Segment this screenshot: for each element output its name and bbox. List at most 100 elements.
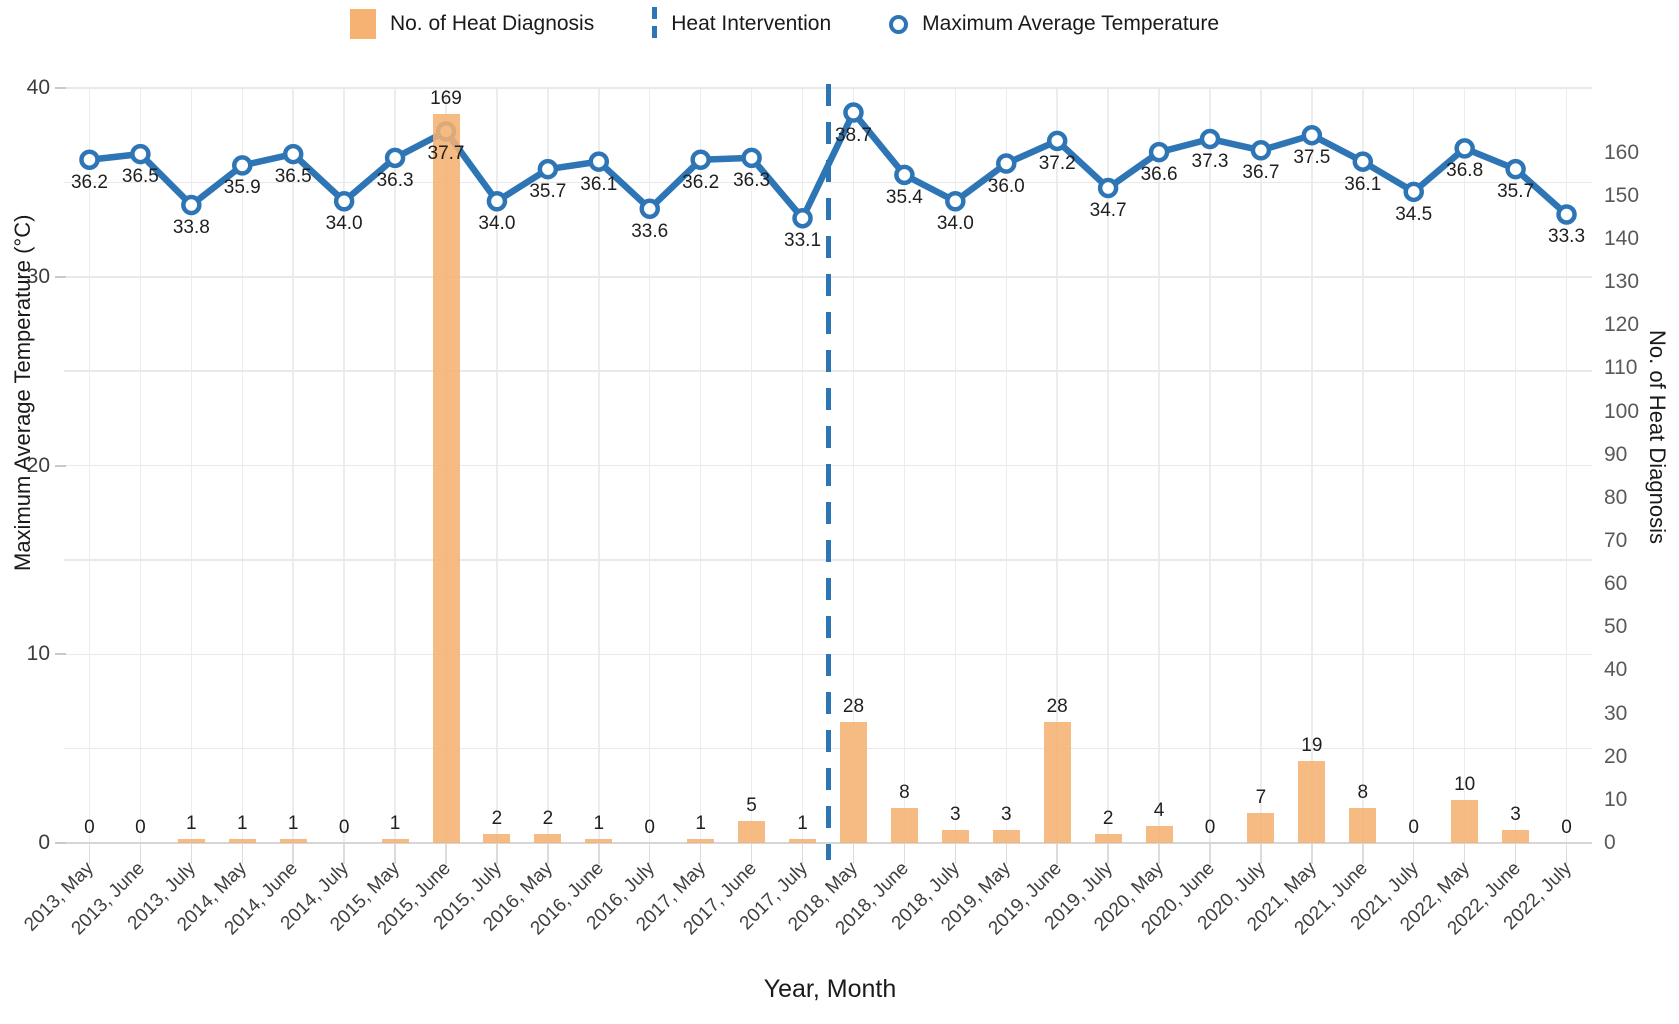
x-tick-mark — [1107, 843, 1109, 864]
x-tick-mark — [699, 843, 702, 864]
left-axis-tick-label: 0 — [38, 831, 50, 854]
right-axis-tick-label: 160 — [1604, 140, 1640, 164]
temperature-marker — [79, 149, 100, 170]
left-axis-tick-label: 10 — [26, 642, 50, 666]
x-tick-mark — [750, 843, 753, 864]
temperature-value-label: 33.6 — [631, 220, 669, 242]
diagnosis-value-label: 8 — [1357, 782, 1369, 804]
temperature-value-label: 35.9 — [223, 177, 261, 199]
diagnosis-value-label: 0 — [84, 817, 95, 838]
heat-intervention-line — [825, 84, 831, 860]
right-axis-tick-label: 140 — [1604, 227, 1640, 250]
x-tick-mark — [1514, 843, 1517, 864]
temperature-value-label: 37.3 — [1191, 150, 1229, 172]
right-axis-tick-label: 150 — [1604, 183, 1640, 207]
right-axis-tick-label: 40 — [1604, 658, 1628, 682]
temperature-marker — [130, 143, 151, 165]
temperature-marker — [1556, 204, 1577, 225]
legend-item-heat-intervention: Heat Intervention — [652, 7, 831, 41]
x-axis-title: Year, Month — [763, 975, 897, 1003]
temperature-value-label: 36.0 — [987, 175, 1025, 197]
x-tick-mark — [547, 843, 549, 864]
diagnosis-value-label: 1 — [287, 812, 299, 834]
diagnosis-value-label: 7 — [1255, 786, 1267, 808]
circle-marker-swatch-icon — [889, 14, 909, 34]
temperature-value-label: 33.8 — [172, 217, 210, 239]
left-axis-tick-mark — [55, 275, 66, 278]
right-axis-tick-label: 80 — [1604, 485, 1628, 509]
left-axis-tick-label: 40 — [26, 76, 50, 99]
right-axis-tick-label: 20 — [1604, 744, 1628, 768]
temperature-marker — [1046, 130, 1068, 152]
diagnosis-value-label: 8 — [899, 782, 910, 804]
diagnosis-value-label: 4 — [1153, 799, 1165, 821]
left-axis-tick-mark — [55, 464, 66, 467]
temperature-marker — [1301, 124, 1323, 146]
x-tick-mark — [496, 843, 498, 864]
diagnosis-bar — [992, 830, 1020, 843]
temperature-marker — [843, 102, 864, 123]
x-tick-mark — [1056, 843, 1058, 864]
legend-item-heat-diagnosis: No. of Heat Diagnosis — [349, 9, 594, 39]
x-tick-mark — [1412, 843, 1415, 864]
temperature-value-label: 35.7 — [529, 181, 567, 203]
x-tick-mark — [801, 843, 804, 864]
left-axis-tick-label: 20 — [26, 453, 50, 477]
left-axis-tick-mark — [55, 653, 66, 656]
diagnosis-bar — [1502, 830, 1530, 843]
temperature-value-label: 37.7 — [427, 143, 465, 165]
right-axis-tick-label: 120 — [1604, 313, 1640, 337]
right-axis-tick-label: 130 — [1604, 270, 1640, 294]
x-tick-mark — [1005, 843, 1008, 864]
temperature-value-label: 36.2 — [682, 171, 720, 193]
x-tick-mark — [1362, 843, 1364, 864]
diagnosis-value-label: 1 — [695, 812, 706, 834]
legend-label-max-avg-temperature: Maximum Average Temperature — [922, 12, 1220, 35]
diagnosis-value-label: 3 — [950, 804, 961, 826]
right-axis-tick-label: 0 — [1604, 831, 1616, 854]
diagnosis-value-label: 1 — [186, 812, 197, 834]
left-axis-tick-label: 30 — [26, 264, 50, 288]
x-tick-mark — [292, 843, 294, 864]
diagnosis-bar — [1247, 812, 1275, 843]
legend-item-max-avg-temperature: Maximum Average Temperature — [889, 12, 1219, 36]
diagnosis-value-label: 28 — [842, 696, 865, 718]
temperature-marker — [1505, 158, 1526, 180]
diagnosis-value-label: 1 — [389, 812, 401, 834]
temperature-value-label: 36.2 — [70, 171, 108, 193]
temperature-marker — [1097, 177, 1119, 199]
temperature-marker — [1250, 140, 1272, 161]
diagnosis-bar — [839, 722, 867, 843]
right-axis-tick-label: 90 — [1604, 442, 1628, 466]
diagnosis-bar — [738, 821, 766, 843]
x-tick-mark — [852, 843, 855, 864]
temperature-value-label: 37.5 — [1293, 147, 1331, 169]
x-tick-mark — [241, 843, 244, 864]
temperature-value-label: 36.1 — [580, 173, 618, 195]
temperature-marker — [639, 198, 660, 220]
diagnosis-value-label: 2 — [491, 808, 503, 830]
temperature-marker — [282, 143, 304, 165]
diagnosis-bar — [1298, 761, 1326, 843]
diagnosis-value-label: 10 — [1454, 773, 1476, 795]
diagnosis-bar — [279, 838, 307, 843]
diagnosis-value-label: 1 — [236, 812, 248, 834]
right-axis-tick-label: 50 — [1604, 615, 1628, 639]
left-axis-tick-mark — [55, 87, 66, 89]
diagnosis-bar — [1349, 808, 1377, 843]
right-axis-tick-label: 60 — [1604, 572, 1628, 596]
temperature-value-label: 34.0 — [936, 213, 974, 235]
temperature-marker — [1148, 141, 1170, 163]
diagnosis-bar — [381, 838, 409, 843]
x-tick-mark — [1565, 843, 1568, 864]
x-tick-mark — [343, 843, 345, 864]
temperature-value-label: 34.7 — [1089, 200, 1127, 222]
temperature-value-label: 37.2 — [1038, 152, 1076, 174]
temperature-marker — [945, 191, 966, 212]
diagnosis-value-label: 0 — [338, 817, 350, 838]
dashed-line-swatch-icon — [652, 7, 658, 41]
diagnosis-value-label: 0 — [644, 817, 655, 838]
diagnosis-bar — [432, 113, 460, 843]
right-axis-title: No. of Heat Diagnosis — [1645, 330, 1670, 544]
